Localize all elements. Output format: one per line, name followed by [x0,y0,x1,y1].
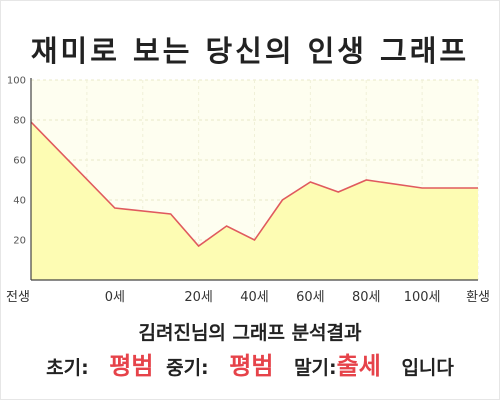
early-label: 초기: [46,357,89,379]
x-tick-label: 100세 [404,290,441,305]
middle-label: 중기: [166,357,209,379]
x-tick-label: 전생 [6,290,30,305]
y-tick-label: 100 [7,76,26,87]
late-value: 출세 [336,352,381,380]
area-fill [31,122,478,280]
x-tick-label: 60세 [296,290,325,305]
x-tick-label: 환생 [466,290,490,305]
y-tick-label: 20 [13,236,26,247]
ending-text: 입니다 [401,357,454,379]
x-tick-label: 0세 [105,290,125,305]
result-subtitle: 김려진님의 그래프 분석결과 [138,322,362,344]
early-value: 평범 [109,352,154,380]
life-graph-chart: 20 40 60 80 100 전생 0세 20세 40세 60세 80세 100세 환생 [6,76,490,306]
late-label: 말기: [294,357,337,379]
middle-value: 평범 [229,352,274,380]
chart-title: 재미로 보는 당신의 인생 그래프 [30,34,470,68]
y-tick-label: 80 [13,116,26,127]
result-verdict: 초기: 평범 중기: 평범 말기:출세 입니다 [0,346,500,381]
x-tick-label: 40세 [240,290,269,305]
y-tick-label: 60 [13,156,26,167]
series-line [30,121,478,248]
axes [30,78,478,281]
x-tick-label: 80세 [352,290,381,305]
x-tick-labels: 전생 0세 20세 40세 60세 80세 100세 환생 [6,290,490,305]
x-tick-label: 20세 [184,290,213,305]
y-tick-labels: 20 40 60 80 100 [7,76,26,247]
y-tick-label: 40 [13,196,26,207]
